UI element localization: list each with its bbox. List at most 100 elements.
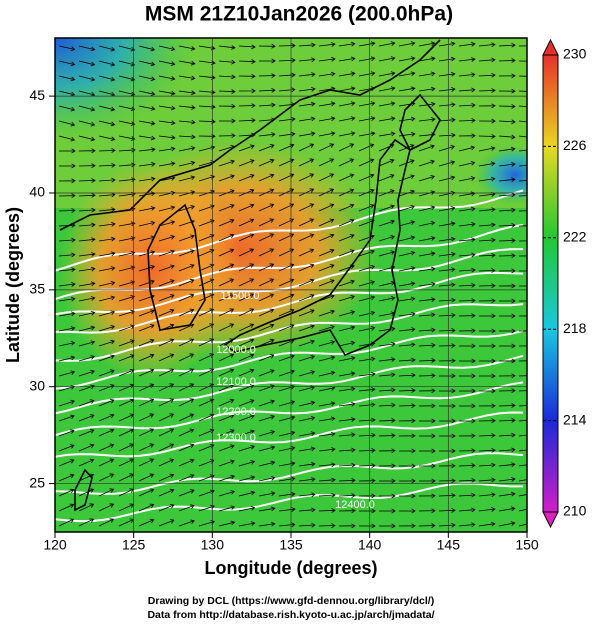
- wind-arrow: [418, 418, 436, 424]
- wind-arrow: [458, 267, 476, 273]
- wind-arrow: [238, 159, 255, 167]
- y-tick-label: 30: [29, 377, 45, 393]
- coastline-hokkaido: [399, 93, 441, 152]
- wind-arrow: [358, 131, 376, 137]
- wind-arrow: [78, 518, 95, 527]
- wind-arrow: [78, 45, 96, 52]
- wind-arrow: [318, 143, 335, 152]
- wind-arrow: [378, 357, 396, 362]
- wind-arrow: [238, 73, 256, 79]
- wind-arrow: [78, 369, 95, 377]
- wind-arrow: [398, 508, 416, 514]
- wind-arrow: [58, 399, 75, 407]
- wind-arrow: [78, 163, 96, 169]
- wind-arrow: [418, 86, 436, 92]
- wind-arrow: [58, 370, 76, 377]
- wind-arrow: [378, 402, 396, 408]
- wind-arrow: [418, 159, 435, 167]
- wind-arrow: [218, 414, 235, 422]
- wind-arrow: [58, 503, 75, 512]
- wind-arrow: [158, 279, 175, 287]
- wind-arrow: [438, 282, 456, 288]
- wind-arrow: [338, 417, 356, 422]
- wind-arrow: [138, 324, 155, 332]
- wind-arrow: [158, 75, 176, 81]
- wind-arrow: [238, 88, 256, 94]
- wind-arrow: [458, 72, 476, 78]
- wind-arrow: [358, 116, 376, 122]
- wind-arrow: [479, 343, 496, 349]
- wind-arrow: [98, 266, 116, 272]
- wind-arrow: [178, 134, 196, 140]
- wind-arrow: [178, 249, 195, 257]
- wind-arrow: [439, 403, 456, 409]
- wind-arrow: [258, 506, 276, 512]
- wind-arrow: [78, 90, 96, 97]
- wind-arrow: [438, 373, 456, 379]
- x-axis-label: Longitude (degrees): [204, 558, 377, 578]
- colorbar-tick-label: 218: [563, 320, 587, 336]
- wind-arrow: [479, 358, 496, 364]
- wind-arrow: [418, 220, 436, 227]
- wind-arrow: [498, 373, 516, 379]
- wind-arrow: [238, 248, 255, 257]
- wind-arrow: [498, 253, 516, 259]
- wind-arrow: [298, 294, 315, 302]
- wind-arrow: [258, 73, 276, 79]
- wind-arrow: [478, 268, 496, 273]
- wind-arrow: [378, 341, 396, 347]
- wind-arrow: [98, 473, 115, 482]
- wind-arrow: [338, 340, 356, 347]
- wind-arrow: [178, 489, 195, 497]
- wind-arrow: [238, 490, 256, 497]
- wind-arrow: [218, 520, 236, 527]
- colorbar-tick-label: 226: [563, 137, 587, 153]
- wind-arrow: [318, 279, 335, 287]
- wind-arrow: [399, 493, 416, 499]
- wind-arrow: [458, 133, 476, 139]
- credit: Data from http://database.rish.kyoto-u.a…: [147, 609, 434, 621]
- wind-arrow: [378, 131, 396, 137]
- wind-arrow: [158, 249, 175, 257]
- wind-arrow: [78, 503, 95, 512]
- wind-arrow: [498, 283, 516, 289]
- wind-arrow: [78, 429, 95, 437]
- wind-arrow: [178, 353, 195, 362]
- wind-arrow: [98, 339, 115, 347]
- wind-arrow: [58, 163, 76, 169]
- wind-arrow: [258, 218, 275, 227]
- wind-arrow: [458, 418, 476, 424]
- wind-arrow: [98, 325, 116, 332]
- wind-arrow: [338, 101, 356, 107]
- wind-arrow: [218, 45, 236, 50]
- wind-arrow: [379, 493, 396, 499]
- wind-arrow: [438, 297, 456, 303]
- wind-arrow: [59, 148, 76, 154]
- wind-arrow: [378, 41, 396, 47]
- wind-arrow: [318, 462, 336, 468]
- wind-arrow: [58, 208, 76, 213]
- wind-arrow: [178, 443, 195, 452]
- wind-arrow: [518, 360, 527, 362]
- wind-arrow: [358, 173, 375, 182]
- wind-arrow: [238, 203, 255, 212]
- wind-arrow: [418, 297, 436, 303]
- wind-arrow: [178, 504, 195, 512]
- wind-arrow: [78, 135, 96, 142]
- wind-arrow: [338, 356, 356, 362]
- wind-arrow: [478, 403, 496, 409]
- wind-arrow: [98, 177, 116, 183]
- wind-arrow: [238, 144, 255, 152]
- wind-arrow: [158, 60, 176, 66]
- wind-arrow: [438, 493, 456, 498]
- wind-arrow: [318, 401, 336, 407]
- wind-arrow: [458, 282, 476, 288]
- wind-arrow: [98, 413, 115, 422]
- wind-arrow: [478, 521, 496, 527]
- wind-arrow: [218, 248, 235, 257]
- contour-line: [55, 411, 524, 458]
- wind-arrow: [318, 416, 336, 422]
- contour-label: 12300.0: [216, 432, 256, 444]
- wind-arrow: [378, 101, 396, 107]
- wind-arrow: [98, 221, 116, 227]
